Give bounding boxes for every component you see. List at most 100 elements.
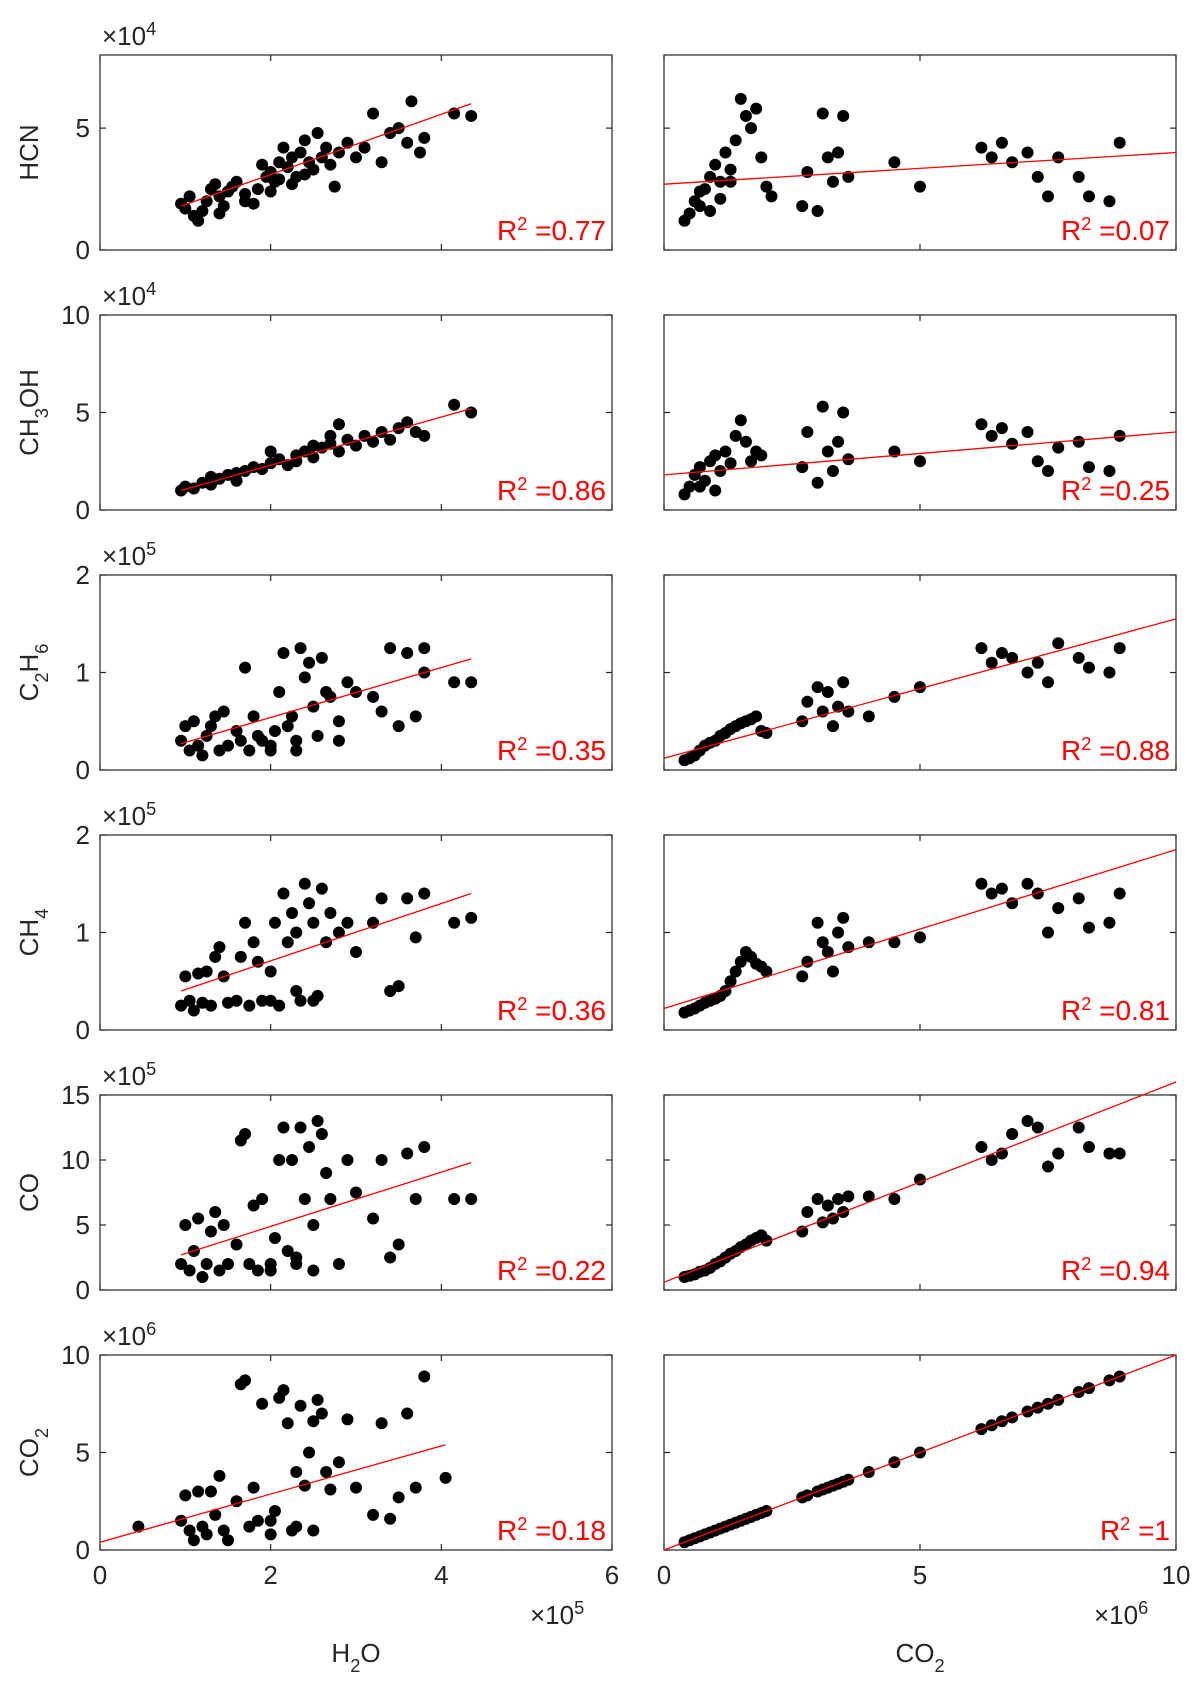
data-point (465, 406, 478, 419)
r2-value: =0.88 (1091, 735, 1170, 766)
data-point (213, 1469, 226, 1482)
data-point (1031, 656, 1044, 669)
data-point (821, 686, 834, 698)
y-multiplier: ×10 (102, 1061, 146, 1091)
data-point (217, 1524, 230, 1537)
data-point (290, 1258, 303, 1270)
data-point (401, 1147, 414, 1160)
data-point (375, 1417, 388, 1430)
data-point (213, 941, 226, 954)
data-point (192, 1485, 205, 1498)
data-point (277, 647, 290, 659)
data-point (256, 158, 269, 171)
r2-exponent: 2 (517, 474, 527, 494)
data-point (239, 195, 252, 208)
data-point (298, 877, 311, 890)
data-point (222, 1534, 234, 1547)
r2-exponent: 2 (517, 1514, 527, 1534)
r-squared-label: R2 =0.94 (1061, 1254, 1170, 1286)
x-label-sub: 2 (934, 1656, 944, 1676)
y-label-sub: 2 (32, 1428, 52, 1438)
data-point (888, 936, 901, 949)
data-point (286, 1154, 298, 1166)
data-point (307, 994, 320, 1007)
data-point (392, 1238, 405, 1251)
data-point (401, 892, 414, 905)
r2-prefix: R (497, 995, 517, 1026)
data-point (862, 1190, 875, 1203)
data-point (837, 911, 850, 924)
data-point (307, 1415, 320, 1428)
y-multiplier-label: ×105 (102, 799, 156, 831)
r-squared-label: R2 =0.86 (497, 474, 606, 506)
data-point (264, 1514, 277, 1527)
data-point (1103, 195, 1116, 208)
y-multiplier-exponent: 4 (146, 19, 156, 39)
data-point (183, 190, 196, 203)
data-point (200, 965, 213, 978)
data-point (837, 406, 850, 419)
data-point (1021, 146, 1034, 159)
y-tick-label: 10 (61, 300, 90, 330)
x-multiplier-exponent: 5 (574, 1598, 584, 1618)
r-squared-label: R2 =0.36 (497, 994, 606, 1026)
regression-line (663, 618, 1177, 759)
data-point (1021, 666, 1034, 679)
data-point (294, 1121, 307, 1134)
data-point (332, 445, 345, 458)
regression-line (180, 1161, 472, 1256)
data-point (995, 647, 1008, 659)
data-point (247, 936, 260, 949)
data-point (315, 1407, 328, 1420)
data-point (418, 1370, 431, 1383)
data-point (985, 887, 998, 900)
data-point (179, 1489, 192, 1502)
data-point (418, 131, 431, 144)
data-point (384, 642, 397, 655)
data-point (332, 715, 345, 728)
data-point (277, 1121, 290, 1134)
points (678, 92, 1126, 227)
r2-exponent: 2 (517, 994, 527, 1014)
data-point (264, 744, 277, 757)
data-point (358, 141, 371, 154)
r2-value: =1 (1130, 1515, 1170, 1546)
data-point (739, 109, 752, 122)
data-point (811, 205, 824, 217)
data-point (217, 1219, 230, 1231)
data-point (230, 175, 243, 188)
data-point (995, 136, 1008, 149)
data-point (384, 1251, 397, 1264)
data-point (439, 1471, 452, 1484)
data-point (234, 950, 247, 963)
data-point (315, 1128, 328, 1140)
scatter-panel-0-0: 0 5 ×104 HCN R2 =0.77 (14, 19, 613, 265)
data-point (273, 173, 286, 186)
regression-line (663, 431, 1177, 476)
data-point (281, 936, 294, 949)
r2-exponent: 2 (1081, 214, 1091, 234)
r2-value: =0.36 (527, 995, 606, 1026)
x-tick-label: 5 (913, 1560, 927, 1590)
data-point (683, 480, 696, 493)
x-axis-label: CO2 (895, 1638, 944, 1676)
data-point (704, 205, 717, 217)
data-point (196, 205, 209, 217)
data-point (350, 1186, 362, 1199)
x-tick-label: 0 (657, 1560, 671, 1590)
data-point (192, 1212, 205, 1225)
data-point (1006, 897, 1019, 910)
data-point (298, 134, 311, 147)
data-point (985, 656, 998, 669)
y-multiplier-exponent: 6 (146, 1319, 156, 1339)
data-point (739, 435, 752, 448)
data-point (448, 1193, 461, 1205)
r2-value: =0.18 (527, 1515, 606, 1546)
data-point (1006, 651, 1019, 664)
data-point (311, 1393, 324, 1406)
data-point (714, 465, 727, 477)
data-point (1072, 435, 1085, 448)
y-tick-label: 2 (76, 560, 90, 590)
y-tick-label: 0 (76, 495, 90, 525)
data-point (375, 705, 388, 718)
